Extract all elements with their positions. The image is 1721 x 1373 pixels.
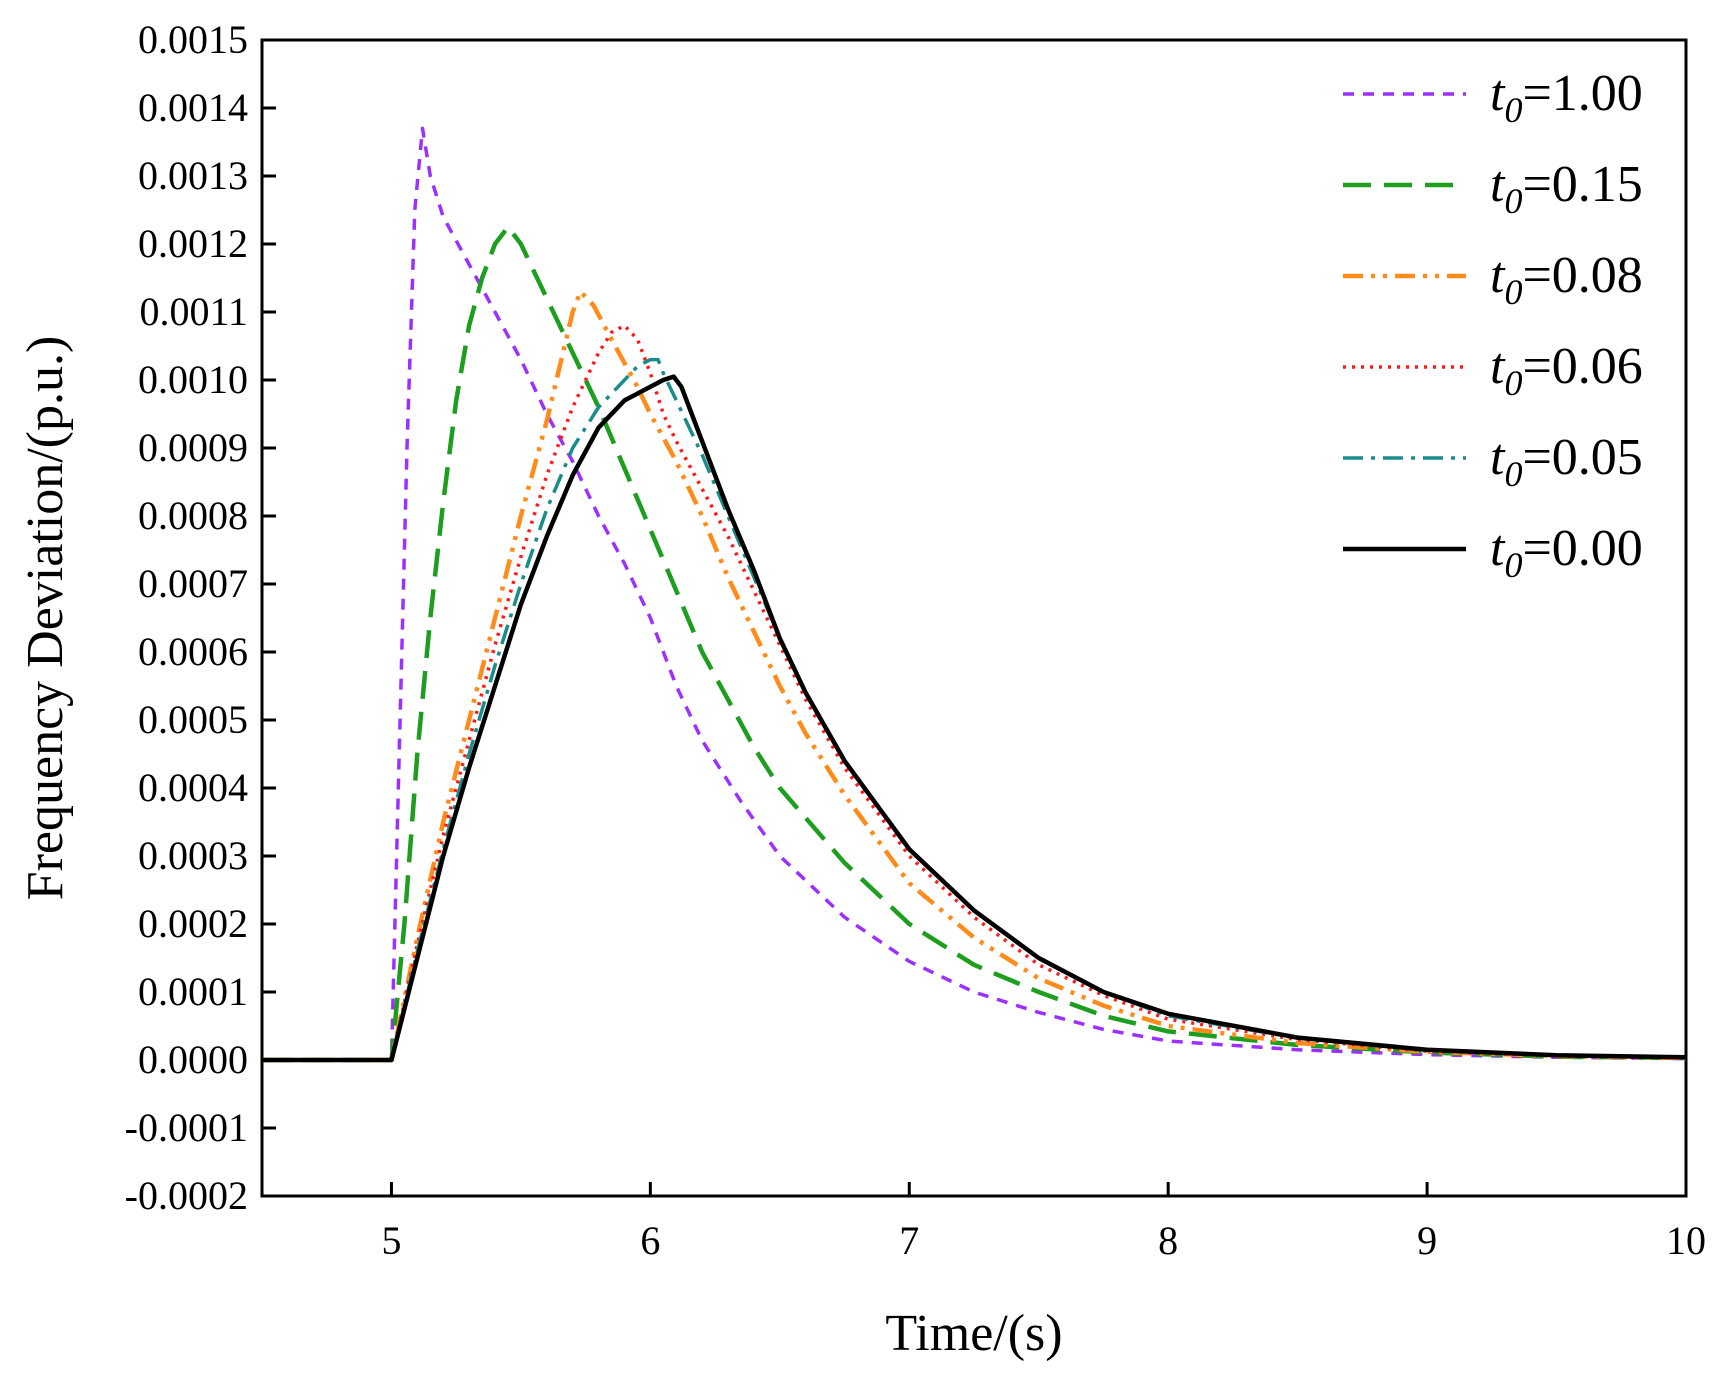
legend-label-sub: 0 [1504,272,1522,312]
y-tick-label: -0.0001 [125,1105,248,1150]
y-tick-label: 0.0007 [138,561,248,606]
series-line [262,289,1687,1063]
legend-label-sub: 0 [1504,545,1522,585]
series-line [262,374,1687,1063]
y-tick-label: 0.0012 [138,221,248,266]
y-tick-label: 0.0002 [138,901,248,946]
y-tick-label: 0.0011 [139,289,248,334]
legend-label-value: =0.08 [1522,247,1642,304]
y-tick-label: 0.0013 [138,153,248,198]
x-tick-label: 10 [1666,1218,1706,1263]
series-line [262,323,1687,1062]
y-axis-title: Frequency Deviation/(p.u.) [17,336,74,901]
y-axis-ticks: -0.0002 -0.0001 0.0000 0.0001 0.0002 0.0003 0.… [125,17,276,1218]
series-line [262,224,1687,1063]
y-tick-label: 0.0000 [138,1037,248,1082]
y-tick-label: 0.0004 [138,765,248,810]
x-tick-label: 7 [899,1218,919,1263]
y-tick-label: 0.0003 [138,833,248,878]
legend-label-var: t [1490,156,1506,213]
x-tick-label: 8 [1158,1218,1178,1263]
x-axis-ticks: 5 6 7 8 9 10 [381,1182,1706,1263]
y-tick-label: 0.0009 [138,425,248,470]
y-tick-label: 0.0008 [138,493,248,538]
y-tick-label: -0.0002 [125,1173,248,1218]
y-tick-label: 0.0015 [138,17,248,62]
legend-label-var: t [1490,247,1506,304]
legend-label-var: t [1490,338,1506,395]
series-lines [262,126,1687,1063]
legend-label: t0=0.05 [1490,429,1643,494]
legend-label: t0=0.06 [1490,338,1643,403]
y-tick-label: 0.0014 [138,85,248,130]
legend-label: t0=0.15 [1490,156,1643,221]
x-tick-label: 6 [640,1218,660,1263]
x-tick-label: 9 [1417,1218,1437,1263]
legend-label: t0=1.00 [1490,65,1643,130]
legend-label-value: =0.06 [1522,338,1642,395]
legend-label-var: t [1490,429,1506,486]
legend-label-var: t [1490,520,1506,577]
series-line [262,357,1687,1062]
legend-label: t0=0.00 [1490,520,1643,585]
series-line [262,126,1687,1062]
legend-label-value: =1.00 [1522,65,1642,122]
legend-label-value: =0.00 [1522,520,1642,577]
y-tick-label: 0.0001 [138,969,248,1014]
legend-label-sub: 0 [1504,90,1522,130]
legend-label-sub: 0 [1504,181,1522,221]
x-tick-label: 5 [381,1218,401,1263]
legend-label: t0=0.08 [1490,247,1643,312]
y-tick-label: 0.0005 [138,697,248,742]
legend-label-var: t [1490,65,1506,122]
legend-label-sub: 0 [1504,363,1522,403]
y-tick-label: 0.0010 [138,357,248,402]
plot-frame [260,38,1688,1198]
legend-label-value: =0.15 [1522,156,1642,213]
legend-label-value: =0.05 [1522,429,1642,486]
x-axis-title: Time/(s) [885,1305,1062,1362]
y-tick-label: 0.0006 [138,629,248,674]
legend: t0=1.00t0=0.15t0=0.08t0=0.06t0=0.05t0=0.… [1343,65,1643,585]
legend-label-sub: 0 [1504,454,1522,494]
